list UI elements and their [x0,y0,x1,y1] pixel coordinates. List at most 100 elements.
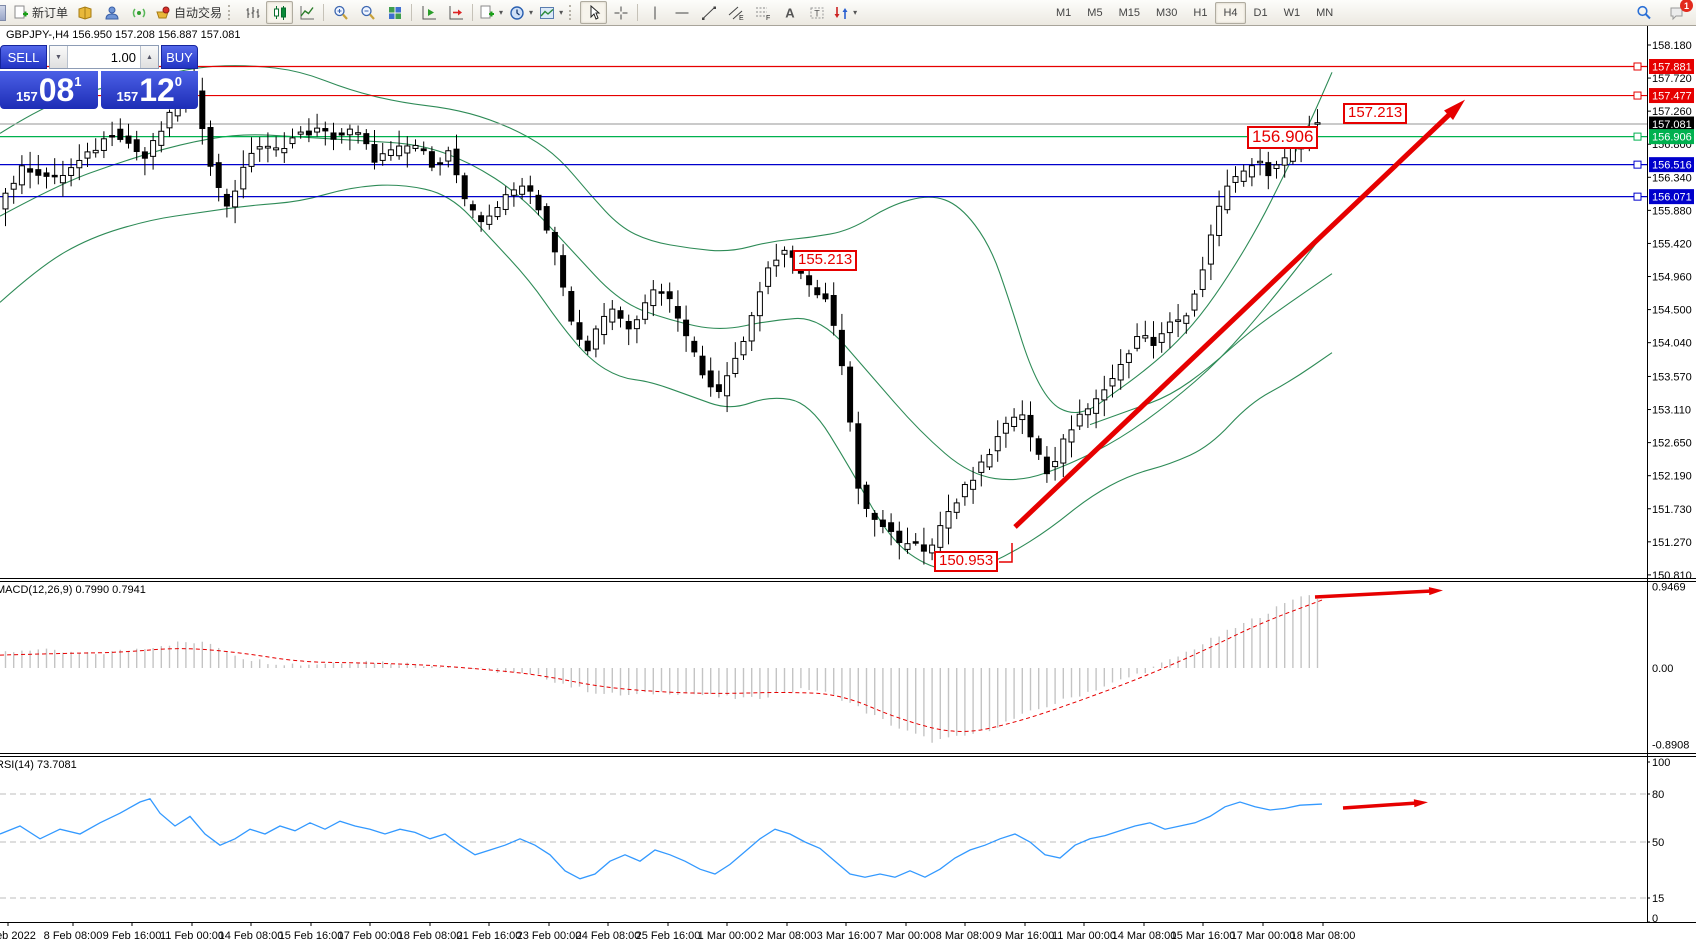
tf-m15[interactable]: M15 [1118,7,1140,19]
tf-w1[interactable]: W1 [1283,7,1301,19]
toolbar-grip [228,5,235,20]
new-order-button[interactable]: 新订单 [10,1,71,24]
text-button[interactable]: A [776,1,803,24]
candlestick-chart-button[interactable] [266,1,294,24]
svg-text:157.720: 157.720 [1652,73,1692,85]
insert-group: ▾ ▾ ▾ [476,0,566,25]
channel-button[interactable]: E [722,1,749,24]
one-click-trading-panel: SELL ▼ ▲ BUY 157 08 1 157 12 0 [0,45,198,109]
trendline-button[interactable] [695,1,722,24]
annotation-connector [999,543,1013,563]
svg-text:155.420: 155.420 [1652,238,1692,250]
level-anchor [1633,192,1642,201]
svg-text:F: F [766,15,770,21]
svg-text:156.340: 156.340 [1652,172,1692,184]
crosshair-button[interactable] [607,1,634,24]
svg-text:15 Feb 16:00: 15 Feb 16:00 [279,930,344,942]
sell-price-pips: 08 [38,72,75,108]
price-axis[interactable]: 158.180157.720157.260156.800156.340155.8… [1647,40,1694,925]
rsi-pane[interactable] [0,793,1647,899]
lot-increase-button[interactable]: ▲ [140,46,158,68]
arrows-button[interactable]: ▾ [830,1,860,24]
buy-price-point: 0 [174,74,183,89]
svg-text:50: 50 [1652,837,1664,849]
svg-text:14 Mar 08:00: 14 Mar 08:00 [1112,930,1177,942]
main-price-pane[interactable] [0,62,1647,572]
signals-button[interactable] [125,1,152,24]
bar-chart-button[interactable] [239,1,266,24]
svg-text:80: 80 [1652,789,1664,801]
svg-text:154.500: 154.500 [1652,305,1692,317]
svg-text:152.650: 152.650 [1652,438,1692,450]
svg-text:17 Feb 00:00: 17 Feb 00:00 [338,930,403,942]
level-anchor [1633,132,1642,141]
scroll-shift-group [415,0,469,25]
svg-text:A: A [785,5,795,20]
svg-text:0.9469: 0.9469 [1652,582,1686,594]
vertical-line-button[interactable] [641,1,668,24]
sell-price-handle: 157 [15,89,38,104]
svg-text:3 Mar 16:00: 3 Mar 16:00 [817,930,876,942]
macd-arrow [1314,587,1443,599]
autotrade-button[interactable]: 自动交易 [152,1,225,24]
accounts-button[interactable] [98,1,125,24]
tf-m5[interactable]: M5 [1087,7,1103,19]
lot-decrease-button[interactable]: ▼ [50,46,68,68]
svg-text:8 Mar 08:00: 8 Mar 08:00 [936,930,995,942]
macd-pane[interactable] [0,595,1323,743]
tf-m30[interactable]: M30 [1155,7,1178,19]
svg-text:7 Feb 2022: 7 Feb 2022 [0,930,36,942]
svg-text:17 Mar 00:00: 17 Mar 00:00 [1231,930,1296,942]
search-icon[interactable] [1630,1,1657,24]
timeframe-toolbar: M1 M5 M15 M30 H1 H4 D1 W1 MN [1048,2,1341,24]
rsi-line [0,798,1323,880]
level-anchor [1633,91,1642,100]
svg-text:1 Mar 00:00: 1 Mar 00:00 [698,930,757,942]
lot-size-input[interactable] [68,46,140,68]
sell-button[interactable]: SELL [0,45,47,69]
trend-arrow [999,99,1466,563]
svg-text:9 Feb 16:00: 9 Feb 16:00 [103,930,162,942]
tf-d1[interactable]: D1 [1253,7,1268,19]
text-label-button[interactable]: T [803,1,830,24]
buy-button[interactable]: BUY [161,45,198,69]
new-order-label: 新订单 [32,6,69,20]
periods-button[interactable]: ▾ [506,1,536,24]
tf-h1[interactable]: H1 [1193,7,1208,19]
tf-h4[interactable]: H4 [1215,2,1246,24]
svg-text:23 Feb 00:00: 23 Feb 00:00 [517,930,582,942]
notifications-icon[interactable]: 1 [1663,0,1693,24]
cursor-group [580,0,634,25]
price-badge [1649,129,1694,145]
svg-text:156.906: 156.906 [1652,132,1692,144]
fibonacci-button[interactable]: F [749,1,776,24]
zoom-out-button[interactable] [354,1,381,24]
templates-button[interactable]: ▾ [536,1,566,24]
sell-price-display: 157 08 1 [0,71,98,109]
candles [2,65,1321,565]
bollinger-lower [0,184,1333,572]
line-chart-button[interactable] [293,1,320,24]
horizontal-line-button[interactable] [668,1,695,24]
cursor-button[interactable] [580,1,608,24]
zoom-in-button[interactable] [327,1,354,24]
chart-shift-button[interactable] [442,1,469,24]
notification-badge: 1 [1680,0,1693,12]
svg-text:100: 100 [1652,757,1670,769]
svg-text:25 Feb 16:00: 25 Feb 16:00 [636,930,701,942]
svg-text:18 Mar 08:00: 18 Mar 08:00 [1291,930,1356,942]
svg-text:153.110: 153.110 [1652,405,1691,417]
tf-mn[interactable]: MN [1316,7,1334,19]
market-watch-button[interactable] [71,1,98,24]
price-badge [1649,157,1694,173]
level-anchor [1633,62,1642,71]
svg-text:150.810: 150.810 [1652,570,1692,582]
indicators-button[interactable]: ▾ [476,1,506,24]
autoscroll-button[interactable] [415,1,442,24]
svg-text:156.516: 156.516 [1652,160,1692,172]
svg-text:154.960: 154.960 [1652,272,1692,284]
tile-windows-button[interactable] [381,1,408,24]
tf-m1[interactable]: M1 [1056,7,1072,19]
